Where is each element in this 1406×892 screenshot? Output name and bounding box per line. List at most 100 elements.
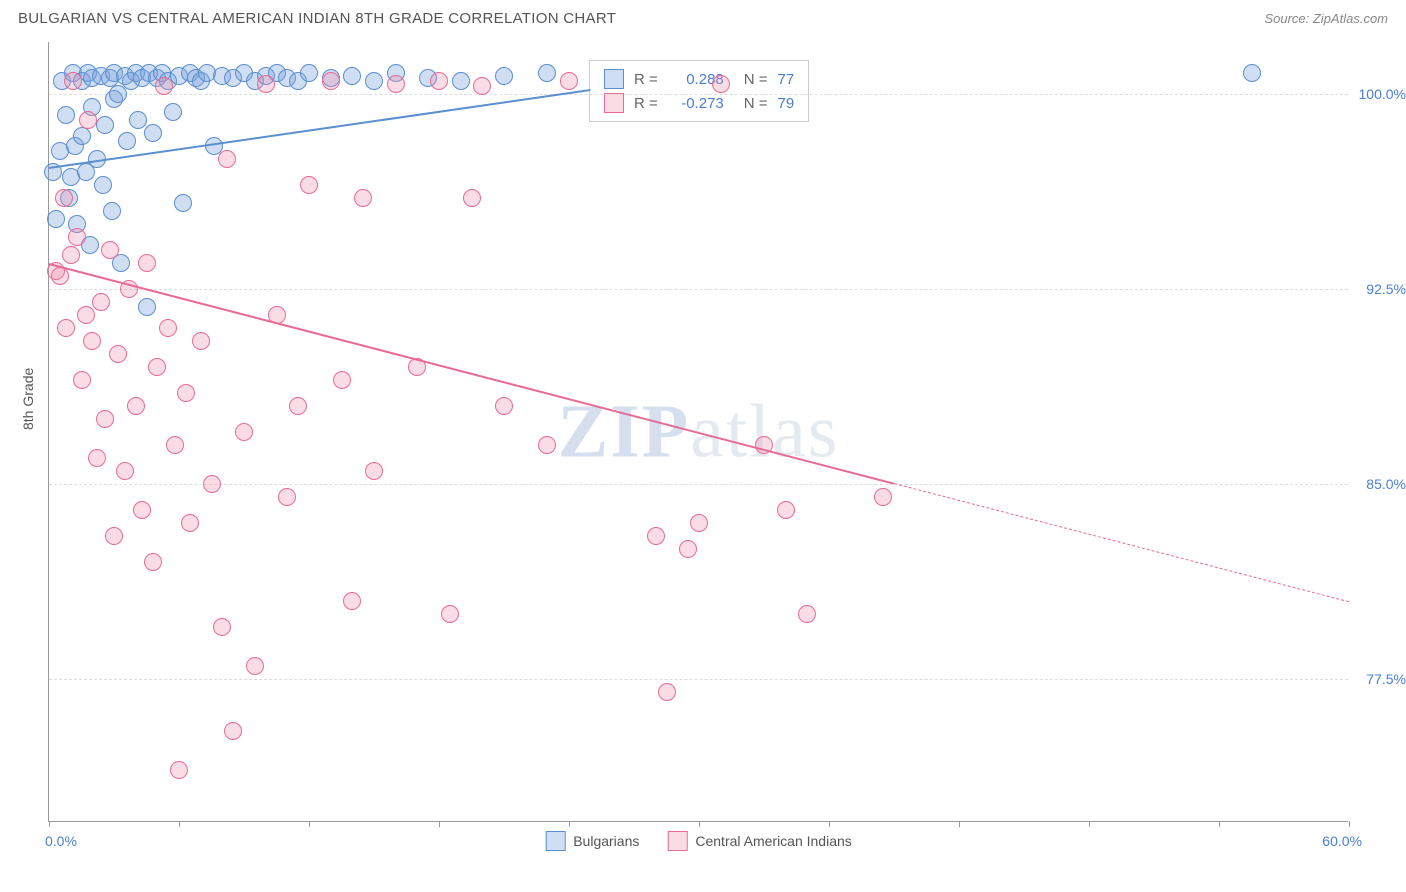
data-point [68,228,86,246]
data-point [203,475,221,493]
n-value: 77 [778,71,795,88]
gridline [49,289,1348,290]
data-point [159,319,177,337]
gridline [49,679,1348,680]
stats-row: R =0.288N =77 [604,67,794,91]
data-point [679,540,697,558]
x-tick [1219,821,1220,827]
data-point [96,116,114,134]
data-point [170,761,188,779]
data-point [181,514,199,532]
data-point [133,501,151,519]
stats-swatch [604,93,624,113]
r-value: -0.273 [668,95,724,112]
data-point [257,75,275,93]
data-point [538,436,556,454]
data-point [116,462,134,480]
data-point [57,319,75,337]
data-point [495,67,513,85]
data-point [73,127,91,145]
gridline [49,484,1348,485]
data-point [322,72,340,90]
legend-swatch-bulgarians [545,831,565,851]
data-point [300,176,318,194]
chart-title: BULGARIAN VS CENTRAL AMERICAN INDIAN 8TH… [18,10,616,27]
data-point [213,618,231,636]
data-point [224,722,242,740]
x-tick [49,821,50,827]
x-tick [1349,821,1350,827]
data-point [365,72,383,90]
data-point [365,462,383,480]
data-point [647,527,665,545]
data-point [354,189,372,207]
data-point [103,202,121,220]
data-point [300,64,318,82]
legend-label-bulgarians: Bulgarians [573,833,639,849]
data-point [88,449,106,467]
r-label: R = [634,95,658,112]
data-point [57,106,75,124]
data-point [452,72,470,90]
data-point [218,150,236,168]
legend-swatch-cai [667,831,687,851]
data-point [155,77,173,95]
data-point [343,67,361,85]
trend-line [49,89,591,169]
data-point [144,124,162,142]
data-point [690,514,708,532]
data-point [798,605,816,623]
data-point [79,111,97,129]
y-axis-title: 8th Grade [20,368,36,430]
n-label: N = [744,71,768,88]
data-point [712,75,730,93]
x-tick [829,821,830,827]
data-point [64,72,82,90]
data-point [177,384,195,402]
data-point [441,605,459,623]
data-point [96,410,114,428]
y-tick-label: 92.5% [1366,281,1406,297]
data-point [144,553,162,571]
data-point [105,527,123,545]
gridline [49,94,1348,95]
data-point [874,488,892,506]
data-point [463,189,481,207]
data-point [73,371,91,389]
n-value: 79 [778,95,795,112]
chart-header: BULGARIAN VS CENTRAL AMERICAN INDIAN 8TH… [0,0,1406,35]
legend-item-cai: Central American Indians [667,831,851,851]
scatter-chart: ZIPatlas R =0.288N =77R =-0.273N =79 0.0… [48,42,1348,822]
data-point [387,75,405,93]
stats-swatch [604,69,624,89]
data-point [192,332,210,350]
x-axis-max-label: 60.0% [1322,833,1362,849]
legend-label-cai: Central American Indians [695,833,851,849]
data-point [47,210,65,228]
data-point [164,103,182,121]
data-point [1243,64,1261,82]
y-tick-label: 100.0% [1359,86,1406,102]
x-tick [439,821,440,827]
data-point [560,72,578,90]
correlation-stats-box: R =0.288N =77R =-0.273N =79 [589,60,809,122]
x-tick [1089,821,1090,827]
legend: Bulgarians Central American Indians [545,831,852,851]
data-point [289,397,307,415]
data-point [118,132,136,150]
data-point [92,293,110,311]
data-point [148,358,166,376]
x-tick [569,821,570,827]
data-point [430,72,448,90]
x-tick [959,821,960,827]
data-point [777,501,795,519]
data-point [473,77,491,95]
data-point [138,298,156,316]
trend-line-extrapolated [894,483,1349,602]
data-point [166,436,184,454]
data-point [538,64,556,82]
watermark-atlas: atlas [690,389,839,473]
data-point [77,306,95,324]
data-point [127,397,145,415]
x-axis-min-label: 0.0% [45,833,77,849]
